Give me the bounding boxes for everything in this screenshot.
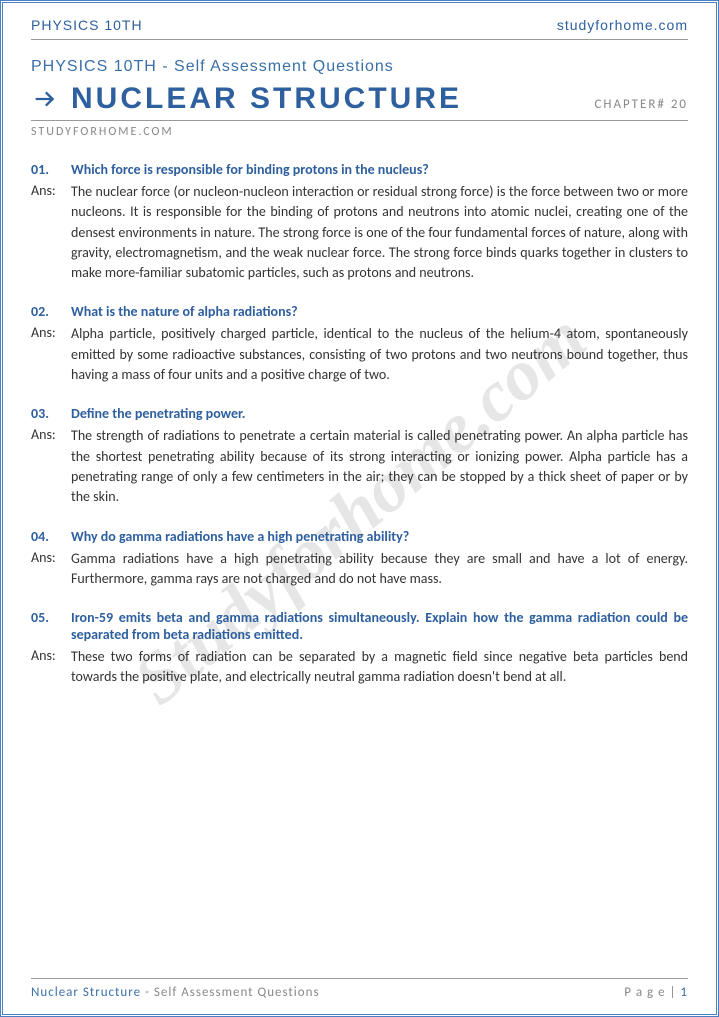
answer-text: Alpha particle, positively charged parti… <box>71 324 688 385</box>
footer-subtitle: - Self Assessment Questions <box>141 985 319 1000</box>
qa-block: 01. Which force is responsible for bindin… <box>31 161 688 283</box>
question-number: 05. <box>31 609 57 643</box>
answer-text: These two forms of radiation can be sepa… <box>71 647 688 688</box>
answer-row: Ans: The strength of radiations to penetr… <box>31 426 688 507</box>
footer-left: Nuclear Structure - Self Assessment Ques… <box>31 985 320 1000</box>
answer-label: Ans: <box>31 182 57 283</box>
footer-title: Nuclear Structure <box>31 985 141 1000</box>
question-text: Why do gamma radiations have a high pene… <box>71 528 688 545</box>
answer-text: Gamma radiations have a high penetrating… <box>71 549 688 590</box>
footer-right: P a g e | 1 <box>624 985 688 1000</box>
answer-label: Ans: <box>31 647 57 688</box>
answer-row: Ans: Gamma radiations have a high penetra… <box>31 549 688 590</box>
top-header: PHYSICS 10TH studyforhome.com <box>31 17 688 40</box>
question-text: Iron-59 emits beta and gamma radiations … <box>71 609 688 643</box>
page-footer: Nuclear Structure - Self Assessment Ques… <box>31 978 688 1000</box>
question-text: Define the penetrating power. <box>71 405 688 422</box>
title-left: NUCLEAR STRUCTURE <box>31 82 462 116</box>
header-left: PHYSICS 10TH <box>31 17 143 33</box>
qa-block: 03. Define the penetrating power. Ans: The … <box>31 405 688 507</box>
site-label: STUDYFORHOME.COM <box>31 120 688 139</box>
arrow-right-icon <box>31 85 59 113</box>
sub-header: PHYSICS 10TH - Self Assessment Questions <box>31 58 688 76</box>
header-right: studyforhome.com <box>557 17 688 33</box>
footer-page-number: 1 <box>680 985 688 1000</box>
question-row: 02. What is the nature of alpha radiation… <box>31 303 688 320</box>
qa-block: 04. Why do gamma radiations have a high p… <box>31 528 688 590</box>
answer-label: Ans: <box>31 549 57 590</box>
main-title: NUCLEAR STRUCTURE <box>71 82 462 116</box>
qa-block: 05. Iron-59 emits beta and gamma radiatio… <box>31 609 688 688</box>
footer-page-label: P a g e | <box>624 985 680 1000</box>
question-number: 02. <box>31 303 57 320</box>
answer-text: The strength of radiations to penetrate … <box>71 426 688 507</box>
question-row: 01. Which force is responsible for bindin… <box>31 161 688 178</box>
answer-label: Ans: <box>31 324 57 385</box>
question-number: 01. <box>31 161 57 178</box>
question-row: 04. Why do gamma radiations have a high p… <box>31 528 688 545</box>
answer-row: Ans: These two forms of radiation can be … <box>31 647 688 688</box>
question-row: 03. Define the penetrating power. <box>31 405 688 422</box>
qa-block: 02. What is the nature of alpha radiation… <box>31 303 688 385</box>
question-text: What is the nature of alpha radiations? <box>71 303 688 320</box>
question-number: 03. <box>31 405 57 422</box>
document-page: Studyforhome.com PHYSICS 10TH studyforho… <box>0 0 719 1017</box>
answer-text: The nuclear force (or nucleon-nucleon in… <box>71 182 688 283</box>
answer-row: Ans: Alpha particle, positively charged p… <box>31 324 688 385</box>
title-row: NUCLEAR STRUCTURE CHAPTER# 20 <box>31 82 688 116</box>
page-content: PHYSICS 10TH studyforhome.com PHYSICS 10… <box>3 3 716 1014</box>
question-text: Which force is responsible for binding p… <box>71 161 688 178</box>
question-number: 04. <box>31 528 57 545</box>
answer-label: Ans: <box>31 426 57 507</box>
chapter-label: CHAPTER# 20 <box>594 97 688 116</box>
qa-container: 01. Which force is responsible for bindin… <box>31 161 688 688</box>
question-row: 05. Iron-59 emits beta and gamma radiatio… <box>31 609 688 643</box>
answer-row: Ans: The nuclear force (or nucleon-nucleo… <box>31 182 688 283</box>
